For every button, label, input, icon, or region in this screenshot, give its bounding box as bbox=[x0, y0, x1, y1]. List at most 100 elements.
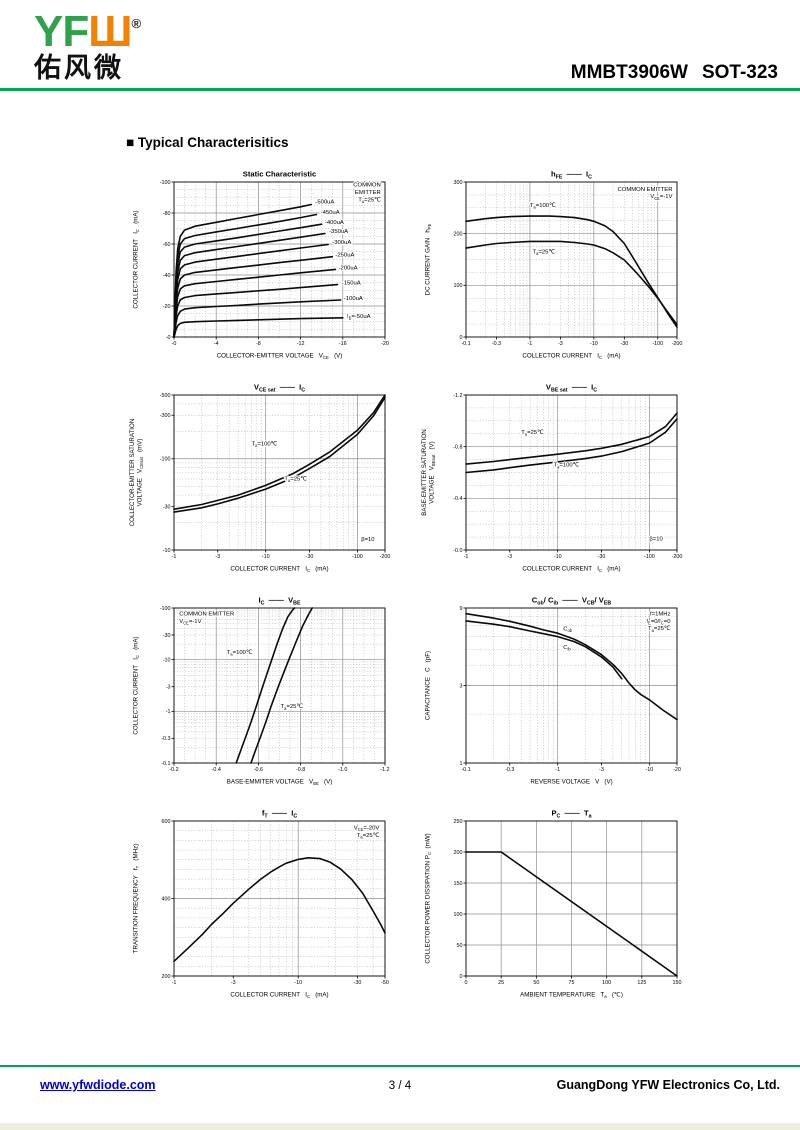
chart-axes: -0.1 -0.3 -1 -3 -10 -20 1 3 9 bbox=[460, 606, 681, 773]
y-tick-label: -0.0 bbox=[453, 548, 462, 554]
x-tick-label: -0.1 bbox=[461, 341, 470, 347]
y-axis-label: VOLTAGE VBEsat (V) bbox=[429, 441, 437, 503]
chart-annotation: EMITTER bbox=[355, 190, 381, 196]
chart-curves: Cob Cib bbox=[465, 612, 678, 721]
section-heading: ■ Typical Characterisitics bbox=[126, 135, 289, 150]
chart-grid bbox=[466, 821, 677, 976]
x-axis-label: BASE-EMMITER VOLTAGE VBE (V) bbox=[227, 779, 333, 787]
x-tick-label: 0 bbox=[465, 980, 468, 986]
y-axis-label: BASE-EMITTER SATURATION bbox=[421, 429, 428, 515]
part-number-title: MMBT3906W SOT-323 bbox=[571, 62, 778, 84]
series-label: -350uA bbox=[329, 229, 348, 235]
y-tick-label: 50 bbox=[457, 943, 463, 949]
x-tick-label: -0.8 bbox=[296, 767, 305, 773]
chart-title: Static Characteristic bbox=[243, 170, 316, 179]
chart-pc-vs-ta-svg: 0 25 50 75 100 125 150 0 50 100 150 200 250 AMBIENT T… bbox=[425, 809, 682, 1000]
chart-hfe-vs-ic: -0.1 -0.3 -1 -3 -10 -30 -100 -200 0 100 200 300 COLL… bbox=[420, 167, 692, 374]
x-tick-label: -0.1 bbox=[461, 767, 470, 773]
plot-border bbox=[465, 181, 678, 338]
y-tick-label: -0.1 bbox=[161, 761, 170, 767]
x-axis-label: AMBIENT TEMPERATURE Ta (℃) bbox=[520, 992, 623, 1000]
chart-grid bbox=[466, 182, 677, 337]
plot-border bbox=[173, 607, 386, 764]
y-tick-label: -100 bbox=[160, 180, 171, 186]
x-tick-label: -0.3 bbox=[505, 767, 514, 773]
chart-grid bbox=[174, 182, 385, 337]
chart-grid bbox=[174, 821, 385, 976]
y-tick-label: 100 bbox=[454, 283, 463, 289]
series-label: -150uA bbox=[342, 280, 361, 286]
chart-axes: -0.1 -0.3 -1 -3 -10 -30 -100 -200 0 100 200 300 bbox=[454, 180, 683, 347]
y-tick-label: -30 bbox=[163, 504, 171, 510]
website-link[interactable]: www.yfwdiode.com bbox=[40, 1078, 156, 1092]
series-curve bbox=[235, 607, 296, 764]
chart-hfe-vs-ic-svg: -0.1 -0.3 -1 -3 -10 -30 -100 -200 0 100 200 300 COLL… bbox=[425, 170, 683, 361]
x-tick-label: -30 bbox=[306, 554, 314, 560]
chart-vbesat-vs-ic-svg: -1 -3 -10 -30 -100 -200 -0.0 -0.4 -0.8 -1.2 COLLEC… bbox=[421, 383, 682, 574]
chart-annotation: f=1MHz bbox=[650, 611, 671, 617]
company-name: GuangDong YFW Electronics Co, Ltd. bbox=[556, 1078, 780, 1092]
x-tick-label: -200 bbox=[380, 554, 391, 560]
footer-divider bbox=[0, 1065, 800, 1067]
x-tick-label: -3 bbox=[215, 554, 220, 560]
y-tick-label: -300 bbox=[160, 413, 171, 419]
x-tick-label: -0 bbox=[172, 341, 177, 347]
plot-border bbox=[173, 394, 386, 551]
series-curve bbox=[173, 283, 339, 338]
x-tick-label: -100 bbox=[352, 554, 363, 560]
chart-curves: Ta=100℃ Ta=25℃ bbox=[173, 394, 386, 513]
series-curve bbox=[465, 620, 623, 680]
chart-title: Cob/ Cib —— VCB/ VEB bbox=[532, 596, 612, 607]
series-curve bbox=[465, 851, 678, 977]
series-curve bbox=[173, 317, 344, 338]
y-tick-label: -0.3 bbox=[161, 736, 170, 742]
series-curve bbox=[465, 240, 678, 326]
x-tick-label: -10 bbox=[645, 767, 653, 773]
chart-ic-vs-vbe: -0.2 -0.4 -0.6 -0.8 -1.0 -1.2 -0.1 -0.3 -1 -3 -10 -… bbox=[128, 593, 400, 800]
chart-ft-vs-ic: -1 -3 -10 -30 -50 200 400 600 COLLECTOR CURRENT … bbox=[128, 806, 400, 1013]
x-tick-label: -3 bbox=[599, 767, 604, 773]
chart-curves: Ta=100℃ Ta=25℃ bbox=[465, 202, 678, 328]
y-axis-label: COLLECTOR CURRENT IC (mA) bbox=[133, 210, 141, 308]
x-tick-label: -10 bbox=[262, 554, 270, 560]
chart-vcesat-vs-ic-svg: -1 -3 -10 -30 -100 -200 -10 -30 -100 -300 -500 COLL… bbox=[129, 383, 391, 574]
y-tick-label: 150 bbox=[454, 881, 463, 887]
series-curve bbox=[173, 396, 386, 513]
series-curve bbox=[173, 255, 334, 338]
series-curve bbox=[465, 412, 678, 465]
x-tick-label: -1 bbox=[555, 767, 560, 773]
chart-ft-vs-ic-svg: -1 -3 -10 -30 -50 200 400 600 COLLECTOR CURRENT … bbox=[133, 809, 389, 1000]
y-tick-label: -100 bbox=[160, 457, 171, 463]
x-tick-label: -1 bbox=[172, 980, 177, 986]
y-tick-label: -30 bbox=[163, 633, 171, 639]
series-label: Ta=100℃ bbox=[251, 441, 277, 448]
y-axis-label: COLLECTOR POWER DISSIPATION PC (mW) bbox=[425, 833, 433, 963]
chart-axes: -0.2 -0.4 -0.6 -0.8 -1.0 -1.2 -0.1 -0.3 -1 -3 -10 -… bbox=[160, 606, 390, 773]
series-label: -250uA bbox=[335, 252, 354, 258]
chart-title: VCE sat —— IC bbox=[254, 383, 305, 394]
logo-chinese-name: 佑风微 bbox=[34, 53, 124, 83]
chart-vbesat-vs-ic: -1 -3 -10 -30 -100 -200 -0.0 -0.4 -0.8 -1.2 COLLEC… bbox=[420, 380, 692, 587]
y-tick-label: -3 bbox=[166, 685, 171, 691]
series-curve bbox=[465, 215, 678, 328]
chart-annotation: COMMON EMITTER bbox=[618, 187, 673, 193]
series-label: -300uA bbox=[332, 240, 351, 246]
x-tick-label: -1 bbox=[528, 341, 533, 347]
y-tick-label: -0.8 bbox=[453, 445, 462, 451]
x-axis-label: COLLECTOR CURRENT IC (mA) bbox=[230, 566, 328, 574]
y-tick-label: 400 bbox=[162, 896, 171, 902]
y-tick-label: -20 bbox=[163, 304, 171, 310]
x-tick-label: -0.3 bbox=[492, 341, 501, 347]
x-tick-label: -10 bbox=[554, 554, 562, 560]
chart-grid bbox=[466, 608, 677, 763]
chart-annotation: VCE=-1V bbox=[650, 194, 672, 201]
y-tick-label: 0 bbox=[460, 974, 463, 980]
series-curve bbox=[250, 607, 313, 764]
x-tick-label: -0.2 bbox=[169, 767, 178, 773]
x-tick-label: -30 bbox=[354, 980, 362, 986]
y-tick-label: -0.4 bbox=[453, 496, 462, 502]
y-tick-label: 200 bbox=[454, 232, 463, 238]
series-label: Ta=100℃ bbox=[530, 203, 556, 210]
series-label: -400uA bbox=[325, 220, 344, 226]
chart-curves bbox=[173, 857, 386, 963]
